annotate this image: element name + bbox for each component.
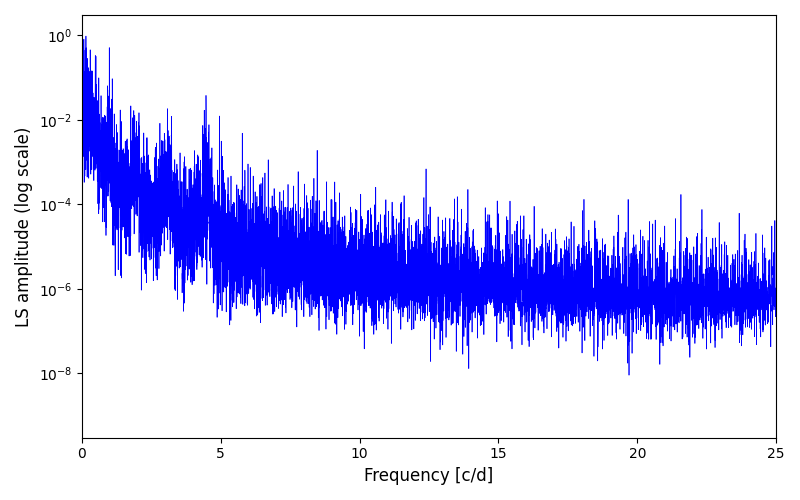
Y-axis label: LS amplitude (log scale): LS amplitude (log scale)	[15, 126, 33, 326]
X-axis label: Frequency [c/d]: Frequency [c/d]	[364, 467, 494, 485]
